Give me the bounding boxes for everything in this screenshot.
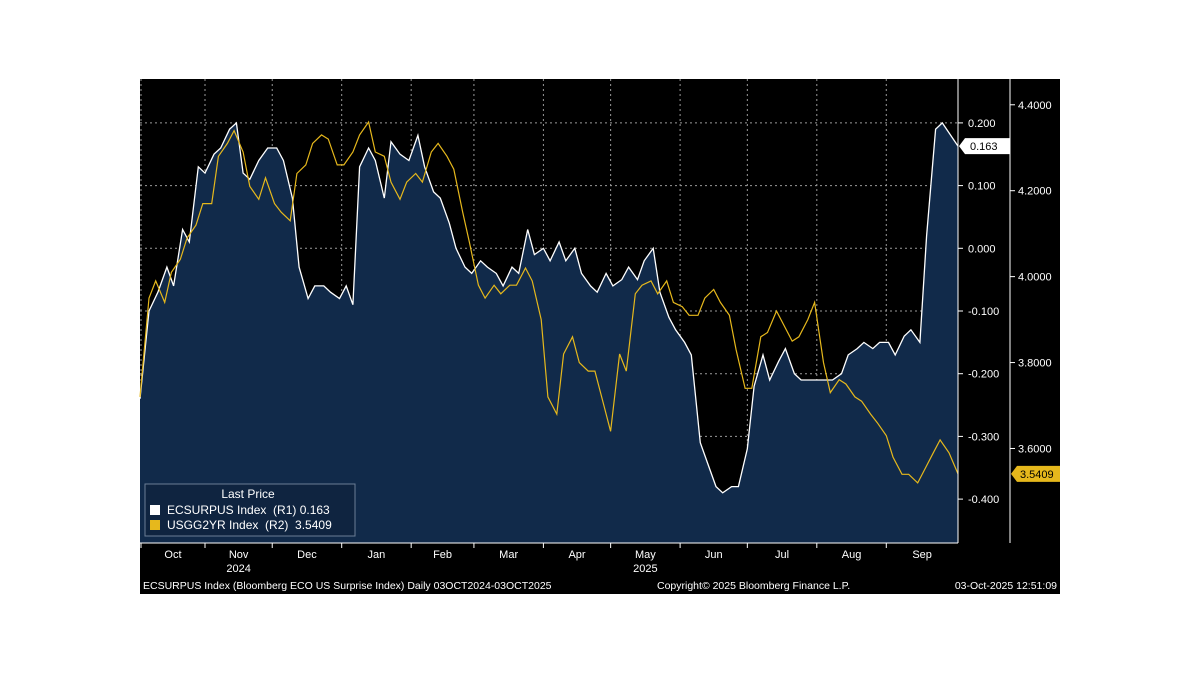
r2-tick-label: 3.6000 [1018,443,1052,455]
x-tick-label: Apr [568,549,585,561]
r2-tick-label: 3.8000 [1018,358,1052,370]
r1-tick-label: -0.300 [968,431,999,443]
r2-tick-label: 4.4000 [1018,100,1052,112]
line-series-layer [139,120,959,494]
footer-source: ECSURPUS Index (Bloomberg ECO US Surpris… [143,580,552,592]
legend-swatch-usgg2yr [150,520,160,530]
series-line-usgg2yr-index [139,120,959,484]
legend-title: Last Price [221,487,275,501]
x-tick-label: Jan [368,549,386,561]
r1-tick-label: 0.000 [968,243,996,255]
x-tick-label: Jul [775,549,789,561]
legend-entry-usgg2yr: USGG2YR Index (R2) 3.5409 [167,518,332,532]
r2-last-value-text: 3.5409 [1020,469,1054,481]
series-line-ecsurpus-index [139,121,959,494]
footer-copyright: Copyright© 2025 Bloomberg Finance L.P. [657,580,850,592]
legend-box [144,483,356,537]
x-tick-label: Feb [433,549,452,561]
x-tick-label: Oct [164,549,181,561]
r1-tick-label: 0.200 [968,118,996,130]
legend-swatch-ecsurpus [150,505,160,515]
r2-tick-label: 4.0000 [1018,272,1052,284]
axes: Oct Nov 2024 Dec Jan Feb Mar Apr May 2025 Jun Jul Au… [140,79,1052,575]
x-tick-label: May [635,549,656,561]
legend: Last Price ECSURPUS Index (R1) 0.163 USG… [144,483,356,537]
x-year-label: 2024 [226,563,250,575]
x-tick-label: Jun [705,549,723,561]
x-tick-label: Nov [229,549,249,561]
r1-tick-label: 0.100 [968,181,996,193]
footer: ECSURPUS Index (Bloomberg ECO US Surpris… [143,580,1057,592]
x-tick-label: Sep [912,549,932,561]
x-tick-label: Mar [499,549,518,561]
x-tick-label: Aug [842,549,862,561]
r1-last-value-badge [959,138,1010,155]
x-tick-label: Dec [297,549,317,561]
r2-last-value-badge [1011,465,1060,482]
r1-tick-label: -0.200 [968,369,999,381]
footer-timestamp: 03-Oct-2025 12:51:09 [955,580,1057,592]
r1-tick-label: -0.100 [968,306,999,318]
last-value-badges: 0.163 3.5409 [959,138,1060,482]
legend-entry-ecsurpus: ECSURPUS Index (R1) 0.163 [167,503,330,517]
r1-tick-label: -0.400 [968,494,999,506]
r2-tick-label: 4.2000 [1018,186,1052,198]
series-area-ecsurpus-index [140,122,958,544]
r1-last-value-text: 0.163 [970,141,998,153]
x-year-label: 2025 [633,563,657,575]
area-series-layer [140,122,958,544]
